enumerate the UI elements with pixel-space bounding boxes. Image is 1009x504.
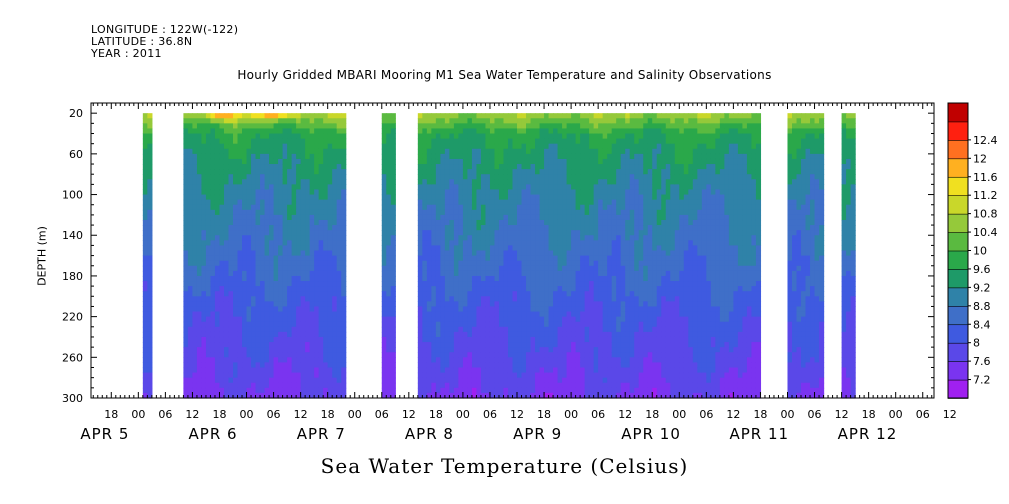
x-tick-label: 06 (483, 408, 497, 421)
date-label: APR 5 (80, 425, 129, 443)
colorbar-swatch (947, 121, 969, 141)
x-tick-label: 06 (375, 408, 389, 421)
colorbar-swatch (947, 158, 969, 178)
data-segment (142, 113, 153, 399)
colorbar-label: 10.8 (973, 208, 998, 221)
date-label: APR 6 (189, 425, 238, 443)
colorbar-label: 9.2 (973, 281, 991, 294)
date-labels: APR 5 APR 6 APR 7 APR 8 APR 9 APR 10 APR 11 APR… (80, 425, 898, 443)
y-tick-label: 260 (62, 351, 83, 364)
x-tick-label: 06 (916, 408, 930, 421)
x-tick-label: 12 (185, 408, 199, 421)
colorbar-swatch (947, 268, 969, 289)
y-tick-label: 300 (62, 392, 83, 405)
colorbar-label: 7.6 (973, 355, 991, 368)
x-tick-label: 12 (402, 408, 416, 421)
date-label: APR 11 (729, 425, 789, 443)
colorbar-title: Sea Water Temperature (Celsius) (320, 454, 689, 478)
colorbar-label: 12.4 (973, 134, 998, 147)
colorbar-label: 10.4 (973, 226, 998, 239)
data-segment (787, 113, 825, 399)
x-tick-label: 06 (158, 408, 172, 421)
x-tick-labels: 18 00 06 12 18 00 06 12 18 00 06 12 18 00 06 12 18 00 06 12… (104, 408, 956, 421)
x-tick-label: 18 (645, 408, 659, 421)
date-label: APR 8 (405, 425, 454, 443)
y-tick-label: 180 (62, 270, 83, 283)
x-tick-label: 12 (618, 408, 632, 421)
colorbar-label: 12 (973, 152, 987, 165)
longitude-label: LONGITUDE : 122W(-122) (91, 23, 239, 36)
y-tick-label: 100 (62, 189, 83, 202)
x-tick-label: 18 (537, 408, 551, 421)
latitude-label: LATITUDE : 36.8N (91, 35, 193, 48)
colorbar-label: 8 (973, 337, 980, 350)
x-tick-label: 06 (808, 408, 822, 421)
x-tick-label: 12 (726, 408, 740, 421)
chart-title: Hourly Gridded MBARI Mooring M1 Sea Wate… (237, 68, 772, 82)
colorbar-label: 11.6 (973, 171, 998, 184)
year-label: YEAR : 2011 (91, 47, 162, 60)
colorbar-swatch (947, 323, 969, 344)
y-tick-label: 20 (69, 107, 83, 120)
colorbar-swatch (947, 176, 969, 196)
colorbar-swatch (947, 231, 969, 252)
x-tick-label: 06 (267, 408, 281, 421)
colorbar-label: 9.6 (973, 263, 991, 276)
temperature-field (142, 113, 856, 399)
x-tick-label: 00 (780, 408, 794, 421)
colorbar-swatch (947, 342, 969, 362)
x-tick-label: 12 (510, 408, 524, 421)
x-tick-label: 18 (104, 408, 118, 421)
colorbar-swatch (947, 360, 969, 381)
x-tick-label: 18 (429, 408, 443, 421)
colorbar-label: 11.2 (973, 189, 998, 202)
colorbar-swatch (947, 287, 969, 307)
x-tick-label: 00 (672, 408, 686, 421)
x-tick-label: 12 (294, 408, 308, 421)
colorbar-swatch (947, 379, 969, 399)
x-tick-label: 12 (835, 408, 849, 421)
y-tick-label: 220 (62, 311, 83, 324)
x-tick-label: 00 (889, 408, 903, 421)
colorbar-swatch (947, 102, 969, 123)
y-tick-label: 140 (62, 229, 83, 242)
data-segment (183, 113, 347, 399)
x-tick-label: 00 (348, 408, 362, 421)
colorbar-label: 8.8 (973, 300, 991, 313)
x-tick-label: 12 (943, 408, 957, 421)
x-tick-label: 18 (753, 408, 767, 421)
y-axis: 20 60 100 140 180 220 260 300 (62, 102, 934, 405)
x-tick-label: 06 (591, 408, 605, 421)
y-tick-label: 60 (69, 148, 83, 161)
x-tick-label: 06 (699, 408, 713, 421)
x-tick-label: 00 (564, 408, 578, 421)
x-tick-label: 18 (212, 408, 226, 421)
date-label: APR 10 (621, 425, 681, 443)
colorbar-swatch (947, 213, 969, 233)
data-segment (841, 113, 856, 399)
colorbar-label: 7.2 (973, 374, 991, 387)
colorbar: 7.2 7.6 8 8.4 8.8 9.2 9.6 10 10.4 10.8 11.2 11.6 12 1… (947, 102, 998, 399)
colorbar-swatch (947, 194, 969, 215)
x-tick-label: 18 (862, 408, 876, 421)
colorbar-swatch (947, 139, 969, 160)
data-segment (381, 113, 396, 399)
x-tick-label: 00 (131, 408, 145, 421)
date-label: APR 12 (838, 425, 898, 443)
x-tick-label: 00 (240, 408, 254, 421)
colorbar-swatch (947, 305, 969, 326)
x-tick-label: 18 (321, 408, 335, 421)
colorbar-label: 10 (973, 245, 987, 258)
colorbar-label: 8.4 (973, 318, 991, 331)
colorbar-swatch (947, 250, 969, 270)
date-label: APR 7 (297, 425, 346, 443)
date-label: APR 9 (513, 425, 562, 443)
x-tick-label: 00 (456, 408, 470, 421)
data-segment (417, 113, 762, 399)
